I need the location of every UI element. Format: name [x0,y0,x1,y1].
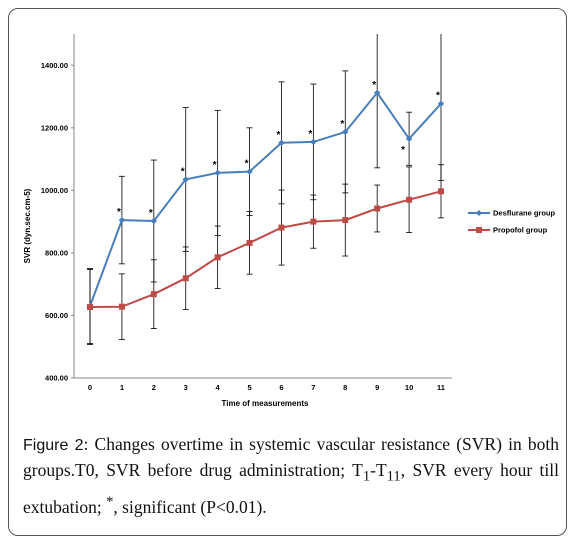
caption-sup: * [106,493,114,510]
x-tick-label: 9 [375,383,379,392]
chart-legend: Desflurane group Propofol group [468,209,556,235]
significance-star: * [372,80,376,91]
desflurane-point [310,138,317,146]
error-bars [87,34,444,345]
propofol-point [87,304,93,311]
desflurane-point [437,100,445,107]
propofol-point [246,239,253,246]
significance-star: * [245,159,249,170]
caption-text-2: , SVR every hour till extubation; [23,460,559,517]
caption-label: Figure 2 [23,437,84,454]
series-markers [86,89,445,311]
x-tick-label: 0 [88,383,92,392]
propofol-point [214,254,221,261]
propofol-point [406,196,413,203]
x-tick-label: 1 [120,383,124,392]
significance-markers: * * * * * * * * * * * [117,80,440,219]
x-tick-label: 6 [279,383,283,392]
caption-dash: -T [370,460,387,480]
significance-star: * [277,130,281,141]
significance-star: * [149,208,153,219]
figure-frame [8,8,567,536]
caption-sub-11: 11 [386,468,401,485]
significance-star: * [181,166,185,177]
x-tick-label: 3 [184,383,188,392]
desflurane-point [373,89,381,96]
propofol-point [438,188,444,195]
y-tick-label: 800.00 [45,248,68,257]
significance-star: * [213,160,217,171]
propofol-point [118,303,125,310]
desflurane-point [214,169,221,177]
figure-caption: Figure 2: Changes overtime in systemic v… [23,432,559,519]
chart-axes: 400.00 600.00 800.00 1000.00 1200.00 1400.00 0… [23,34,452,408]
x-tick-label: 2 [152,383,156,392]
series-lines [89,91,442,308]
propofol-point [374,205,381,212]
svr-line-chart: 400.00 600.00 800.00 1000.00 1200.00 1400.00 0… [23,34,556,408]
series-line-propofol [89,190,442,308]
x-axis-title: Time of measurements [222,399,310,408]
desflurane-point [182,176,189,183]
caption-sub-1: 1 [362,468,371,485]
significance-star: * [340,119,344,130]
x-tick-label: 4 [216,383,221,392]
desflurane-point [405,135,413,142]
desflurane-point [342,128,349,136]
significance-star: * [436,91,440,102]
propofol-point [150,291,157,298]
desflurane-point [118,216,126,224]
x-tick-label: 10 [405,383,413,392]
y-tick-label: 1200.00 [41,123,68,132]
significance-star: * [308,129,312,140]
caption-text-3: , significant (P<0.01). [113,496,267,517]
y-tick-label: 1000.00 [41,186,68,195]
legend-swatch-marker [476,227,482,233]
x-tick-label: 8 [343,383,347,392]
x-tick-label: 5 [247,383,251,392]
legend-swatch-marker [476,210,482,216]
caption-text: : Changes overtime in systemic vascular … [23,434,559,480]
desflurane-point [150,217,158,225]
x-tick-label: 11 [437,383,445,392]
desflurane-point [246,168,253,175]
y-tick-label: 400.00 [45,374,68,383]
significance-star: * [401,145,405,156]
series-line-desflurane [89,91,442,307]
propofol-point [310,218,317,225]
y-tick-label: 1400.00 [41,61,68,70]
y-axis-title: SVR (dyn.sec.cm-5) [23,188,32,263]
x-tick-label: 7 [311,383,315,392]
legend-label-propofol: Propofol group [493,226,548,235]
y-tick-label: 600.00 [45,311,68,320]
legend-label-desflurane: Desflurane group [493,209,556,218]
propofol-point [278,224,285,231]
significance-star: * [117,207,121,218]
desflurane-point [278,139,285,147]
propofol-point [342,217,349,224]
propofol-point [182,275,189,282]
